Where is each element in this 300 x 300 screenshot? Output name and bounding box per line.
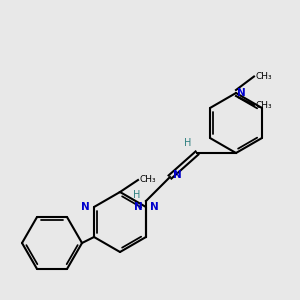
Text: CH₃: CH₃	[256, 72, 272, 81]
Text: N: N	[151, 202, 159, 212]
Text: CH₃: CH₃	[256, 100, 272, 109]
Text: N: N	[173, 170, 182, 181]
Text: CH₃: CH₃	[140, 176, 156, 184]
Text: H: H	[133, 190, 140, 200]
Text: N: N	[238, 88, 246, 98]
Text: H: H	[184, 139, 191, 148]
Text: N: N	[81, 202, 89, 212]
Text: N: N	[134, 202, 143, 212]
